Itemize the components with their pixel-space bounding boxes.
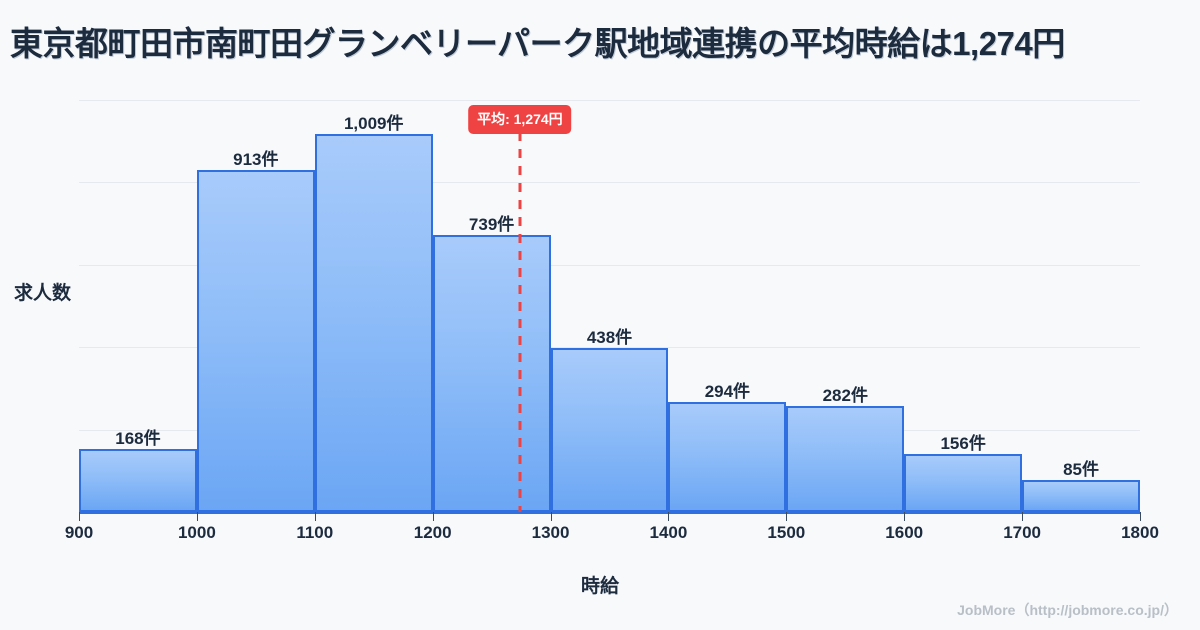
x-tick [432, 512, 434, 521]
x-tick [1022, 512, 1024, 521]
x-tick-label: 1500 [767, 523, 806, 542]
histogram-bar [668, 401, 787, 512]
x-tick-label: 1000 [177, 523, 216, 542]
gridline [79, 100, 1140, 101]
x-tick [786, 512, 788, 521]
x-tick [904, 512, 906, 521]
x-axis-label: 時給 [580, 576, 619, 597]
bar-value-label: 438件 [586, 327, 633, 347]
bar-value-label: 282件 [822, 386, 868, 406]
bar-value-label: 294件 [704, 381, 751, 401]
x-tick-label: 900 [64, 523, 94, 542]
x-tick-label: 1600 [885, 523, 924, 542]
x-tick [1140, 512, 1141, 521]
bar-value-label: 85件 [1063, 460, 1100, 480]
x-tick-label: 1700 [1003, 523, 1042, 542]
bar-value-label: 913件 [233, 150, 279, 170]
x-tick [79, 512, 80, 521]
histogram-bar [432, 235, 551, 512]
histogram-bar [79, 449, 197, 512]
x-tick [550, 512, 552, 521]
x-axis-line [79, 512, 1141, 514]
x-tick [314, 512, 316, 521]
y-axis-label: 求人数 [14, 283, 72, 304]
x-tick-label: 1300 [531, 523, 570, 542]
histogram-bar [550, 347, 669, 512]
histogram-bar [1022, 480, 1140, 512]
bar-value-label: 739件 [468, 215, 515, 235]
gridline [79, 347, 1140, 349]
average-line [518, 132, 522, 512]
x-tick-label: 1200 [413, 523, 452, 542]
histogram-bar [314, 134, 433, 512]
x-tick-label: 1400 [649, 523, 688, 542]
x-tick [668, 512, 670, 521]
gridline [79, 264, 1140, 266]
bar-value-label: 168件 [115, 429, 161, 449]
histogram-bar [196, 170, 315, 512]
histogram-bar [786, 406, 905, 512]
watermark: JobMore（http://jobmore.co.jp/） [957, 602, 1178, 618]
bar-value-label: 1,009件 [343, 114, 404, 134]
x-tick-label: 1800 [1121, 523, 1159, 542]
plot-area: 168件 913件 1,009件 739件 438件 294件 282件 156件 85件 [79, 100, 1140, 513]
gridline [79, 182, 1140, 184]
x-tick [196, 512, 198, 521]
average-badge: 平均: 1,274円 [468, 105, 572, 134]
bar-value-label: 156件 [940, 433, 986, 453]
histogram-bar [904, 453, 1023, 512]
x-tick-label: 1100 [296, 523, 334, 542]
page-title: 東京都町田市南町田グランベリーパーク駅地域連携の平均時給は1,274円 [10, 25, 1065, 62]
